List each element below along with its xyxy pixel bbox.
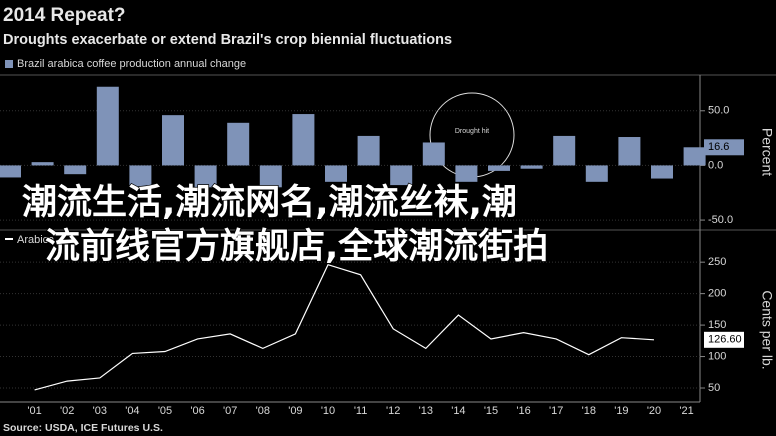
x-tick-label: '18	[582, 405, 596, 417]
line	[34, 263, 655, 391]
x-tick-label: '20	[647, 405, 661, 417]
bar	[129, 165, 152, 188]
value-label-box	[704, 139, 744, 156]
x-tick-label: '13	[419, 405, 433, 417]
bar	[64, 165, 87, 175]
x-tick-label: '08	[256, 405, 270, 417]
bar	[292, 114, 315, 166]
legend-swatch	[5, 60, 13, 68]
x-tick-label: '01	[27, 405, 41, 417]
x-tick-label: '06	[190, 405, 204, 417]
x-tick-label: '05	[158, 405, 172, 417]
bar	[162, 115, 184, 166]
value-label: 126.60	[708, 334, 742, 346]
legend-swatch	[5, 238, 13, 240]
y-tick-label: 150	[708, 319, 726, 331]
y-tick-label: 100	[708, 350, 726, 362]
overlay-text: 潮流生活,潮流网名,潮流丝袜,潮	[22, 183, 517, 223]
value-label: 16.6	[708, 141, 729, 153]
x-tick-label: '15	[484, 405, 498, 417]
title: 2014 Repeat?	[3, 5, 126, 26]
legend: Arabica	[17, 234, 55, 246]
bar	[683, 147, 706, 166]
x-tick-label: '16	[516, 405, 530, 417]
y-tick-label: 50.0	[708, 105, 729, 117]
bar	[488, 165, 510, 171]
y-tick-label: -50.0	[708, 214, 733, 226]
bar	[325, 165, 347, 182]
y-tick-label: 200	[708, 288, 726, 300]
x-tick-label: '17	[549, 405, 563, 417]
axis-label: Cents per lb.	[759, 290, 775, 369]
x-tick-label: '14	[451, 405, 465, 417]
y-tick-label: 50	[708, 382, 720, 394]
overlay-text: 流前线官方旗舰店,全球潮流街拍	[45, 226, 548, 267]
bar	[585, 165, 608, 182]
legend: Brazil arabica coffee production annual …	[17, 58, 246, 70]
bar	[520, 165, 543, 169]
bar	[96, 86, 119, 166]
y-tick-label: 250	[708, 256, 726, 268]
bar	[455, 165, 478, 182]
x-tick-label: '07	[223, 405, 237, 417]
x-tick-label: '10	[321, 405, 335, 417]
x-tick-label: '19	[614, 405, 628, 417]
x-tick-label: '02	[60, 405, 74, 417]
x-tick-label: '11	[354, 405, 368, 417]
bar	[259, 165, 282, 188]
y-tick-label: 0.0	[708, 159, 723, 171]
bar	[618, 137, 641, 166]
bar	[227, 122, 250, 166]
bar	[31, 162, 54, 166]
bar	[422, 142, 445, 166]
bar	[357, 135, 380, 166]
bar	[194, 165, 217, 188]
x-tick-label: '12	[386, 405, 400, 417]
annotation: Drought hit	[455, 128, 489, 135]
value-label-box	[704, 331, 744, 348]
bar	[0, 165, 21, 178]
x-tick-label: '09	[288, 405, 302, 417]
axis-label: Percent	[759, 128, 775, 176]
bar	[390, 165, 413, 186]
x-tick-label: '03	[93, 405, 107, 417]
bar	[553, 135, 576, 166]
source: Source: USDA, ICE Futures U.S.	[3, 422, 163, 434]
x-tick-label: '21	[679, 405, 693, 417]
subtitle: Droughts exacerbate or extend Brazil's c…	[3, 32, 452, 48]
bar	[651, 165, 673, 179]
x-tick-label: '04	[125, 405, 139, 417]
